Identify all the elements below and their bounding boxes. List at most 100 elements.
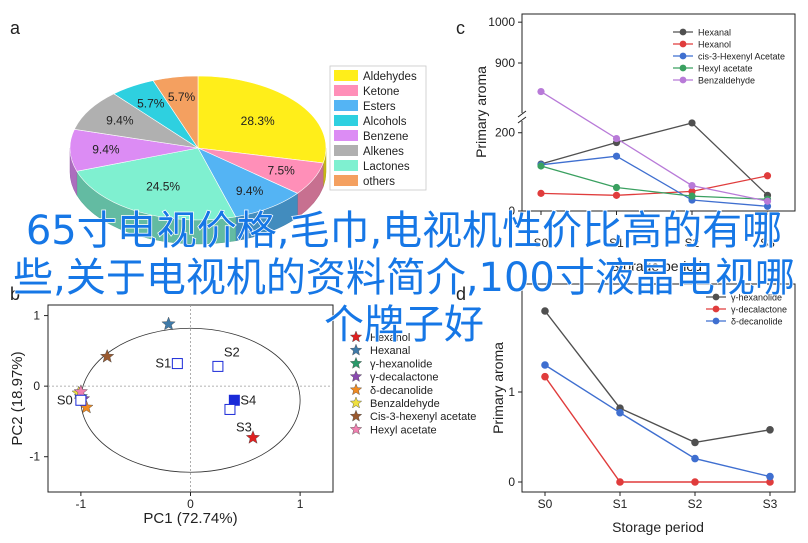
line-c-legend-marker-hexyl-acetate <box>679 64 687 72</box>
line-d-plot-frame <box>521 283 796 493</box>
pie-legend-label-others: others <box>363 176 395 188</box>
pie-legend-swatch-esters <box>334 100 358 111</box>
line-c-xtick-label-s3: S3 <box>760 236 775 250</box>
line-d-ytick-label: 1 <box>508 385 515 399</box>
pie-chart: 28.3%7.5%9.4%24.5%9.4%9.4%5.7% 5.7% <box>69 75 327 245</box>
line-c-legend-label-hexanol: Hexanol <box>698 40 731 50</box>
line-c-y-axis-label: Primary aroma <box>473 66 489 158</box>
line-d-series-decalactone <box>544 376 770 483</box>
line-c-legend-label-hexanal: Hexanal <box>698 28 731 38</box>
line-d-point-decalactone <box>541 372 549 381</box>
line-c-series-cis-3-hexenyl-acetate <box>540 155 768 207</box>
pca-legend-label-hexyl-acetate: Hexyl acetate <box>370 424 437 436</box>
pca-legend-marker-hexanal <box>349 343 363 356</box>
pca-legend-marker-cis-3-hexenyl-acetate <box>349 409 363 422</box>
line-d-legend-label-hexanolide: γ-hexanolide <box>731 293 782 303</box>
line-d-point-hexanolide <box>541 307 549 315</box>
pie-legend-swatch-others <box>334 175 358 186</box>
line-c-point-hexanol <box>763 172 772 180</box>
pca-xtick-label: -1 <box>76 497 87 511</box>
pca-legend-marker-decanolide <box>349 383 363 396</box>
pca-legend-marker-hexanolide <box>349 356 363 369</box>
line-d-legend-marker-decalactone <box>712 305 720 313</box>
line-d-xtick-label-s3: S3 <box>763 497 778 511</box>
line-d-xtick-label-s2: S2 <box>688 497 703 511</box>
pca-legend-marker-hexyl-acetate <box>349 422 363 435</box>
pca-sample-label-s1: S1 <box>155 356 171 371</box>
line-c-point-hexyl-acetate <box>688 192 696 200</box>
pie-legend-label-alcohols: Alcohols <box>363 116 407 128</box>
line-d-series-hexanolide <box>544 310 771 444</box>
pca-legend-marker-hexanol <box>349 330 363 343</box>
pca-sample-s2 <box>212 360 224 372</box>
pca-variable-cis-3-hexenyl-acetate <box>99 348 115 363</box>
line-c-plot-frame <box>521 13 796 212</box>
line-c-legend-marker-benzaldehyde <box>679 76 687 84</box>
pie-legend-swatch-benzene <box>334 130 358 141</box>
pie-slice-lactones <box>76 147 237 221</box>
line-c-xtick-label-s0: S0 <box>534 236 549 250</box>
line-d-legend-label-decanolide: δ-decanolide <box>731 317 783 327</box>
line-d-legend-label-decalactone: γ-decalactone <box>731 305 787 315</box>
pca-ytick-label: -1 <box>29 450 40 464</box>
line-c-point-benzaldehyde <box>688 181 696 190</box>
line-c-legend-label-hexyl-acetate: Hexyl acetate <box>698 64 753 74</box>
pca-ytick-label: 0 <box>33 379 40 393</box>
pca-legend-marker-benzaldehyde <box>349 396 363 409</box>
pie-legend-label-ketone: Ketone <box>363 86 399 98</box>
pca-legend-label-decanolide: δ-decanolide <box>370 385 433 397</box>
pie-legend-swatch-lactones <box>334 160 358 171</box>
line-c-ytick-label: 1000 <box>488 15 515 29</box>
line-d-point-decalactone <box>766 478 774 486</box>
pca-ytick-label: 1 <box>33 309 40 323</box>
pie-label-benzene: 9.4% <box>92 143 120 157</box>
line-c-point-hexyl-acetate <box>612 183 621 192</box>
line-c-legend-marker-hexanol <box>679 40 687 48</box>
pie-legend-label-esters: Esters <box>363 101 396 113</box>
line-d-xtick-label-s0: S0 <box>538 497 553 511</box>
pie-slice-esters <box>197 147 299 218</box>
panel-label-a: a <box>10 18 21 38</box>
pie-slice-others <box>152 75 199 149</box>
pca-sample-s3 <box>224 403 236 415</box>
panel-label-d: d <box>456 284 466 304</box>
pca-variable-hexanol <box>245 430 261 444</box>
line-d-ytick-label: 0 <box>508 475 515 489</box>
line-d-point-hexanolide <box>691 438 699 447</box>
pca-xtick-label: 0 <box>187 497 194 511</box>
pie-label-others: 5.7% <box>168 90 196 104</box>
line-chart-d: 0 1 S0 S1 S2 S3 Storage period Primary aroma γ-h… <box>490 283 796 535</box>
line-d-legend-marker-decanolide <box>712 317 720 325</box>
panel-label-b: b <box>10 284 20 304</box>
line-c-point-cis-3-hexenyl-acetate <box>763 202 772 210</box>
line-c-ytick-label: 200 <box>495 126 515 140</box>
pca-legend-label-decalactone: γ-decalactone <box>370 372 439 384</box>
line-d-point-decanolide <box>616 408 624 417</box>
line-c-xtick-label-s2: S2 <box>685 236 700 250</box>
line-c-point-benzaldehyde <box>763 197 772 205</box>
line-d-point-decalactone <box>616 478 624 486</box>
pie-legend-label-benzene: Benzene <box>363 131 408 143</box>
pie-legend-label-alkenes: Alkenes <box>363 146 404 158</box>
line-c-series-hexyl-acetate <box>540 165 768 200</box>
pca-legend-label-hexanolide: γ-hexanolide <box>370 358 432 370</box>
line-d-legend-marker-hexanolide <box>712 293 720 301</box>
pca-sample-label-s3: S3 <box>236 419 252 434</box>
line-d-point-decalactone <box>691 478 699 486</box>
line-c-axis-break-mark <box>517 110 527 118</box>
line-d-y-axis-label: Primary aroma <box>490 342 506 434</box>
line-c-legend-marker-hexanal <box>679 28 687 36</box>
line-c-series-hexanol <box>540 175 768 196</box>
line-c-ytick-label: 0 <box>508 204 515 218</box>
pca-legend-label-hexanal: Hexanal <box>370 345 410 357</box>
line-c-point-hexyl-acetate <box>537 162 545 170</box>
line-chart-c: 0 200 900 1000 S0 S1 S2 S3 Storage period Primary… <box>473 13 796 274</box>
pie-label-alkenes: 9.4% <box>106 114 134 128</box>
line-c-x-axis-label: Storage period <box>610 258 702 274</box>
line-c-series-hexanal <box>540 122 768 196</box>
line-d-point-decanolide <box>541 361 549 369</box>
panel-label-c: c <box>456 18 465 38</box>
line-c-axis-break-gap <box>518 113 526 121</box>
pie-label-lactones: 24.5% <box>146 179 180 193</box>
